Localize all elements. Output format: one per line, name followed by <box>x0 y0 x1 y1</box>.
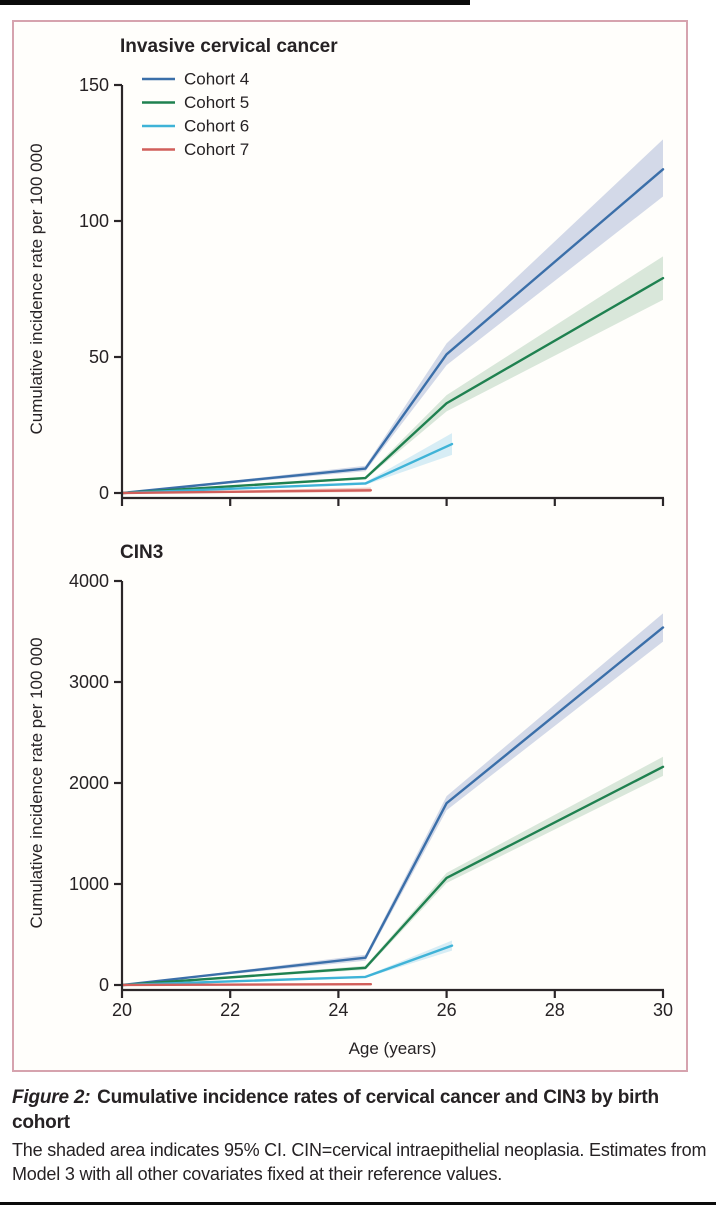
caption-title-text: Cumulative incidence rates of cervical c… <box>12 1087 659 1133</box>
y-tick-label: 0 <box>99 483 109 503</box>
y-tick-label: 50 <box>89 347 109 367</box>
x-axis-label: Age (years) <box>349 1039 437 1058</box>
series-line-cohort-4 <box>120 626 665 987</box>
x-tick-label: 24 <box>328 1000 348 1020</box>
chart-title: CIN3 <box>120 542 163 563</box>
caption-title: Figure 2: Cumulative incidence rates of c… <box>12 1086 710 1135</box>
series-line-cohort-7 <box>120 982 373 987</box>
chart-cin3: 0 1000 2000 3000 4000 20 22 24 26 28 30 CIN3 Cumulat… <box>27 542 673 1058</box>
x-tick-label: 26 <box>437 1000 457 1020</box>
series-line-cohort-5 <box>120 765 665 987</box>
y-tick-label: 150 <box>79 75 109 95</box>
y-tick-label: 2000 <box>69 773 109 793</box>
y-axis-label: Cumulative incidence rate per 100 000 <box>27 637 46 928</box>
series-line-cohort-7 <box>120 489 373 495</box>
y-tick-label: 0 <box>99 975 109 995</box>
chart-title: Invasive cervical cancer <box>120 36 338 57</box>
x-tick-label: 20 <box>112 1000 132 1020</box>
y-tick-label: 4000 <box>69 571 109 591</box>
legend-label-cohort-6: Cohort 6 <box>184 117 249 136</box>
top-rule-line <box>0 0 470 5</box>
series-line-cohort-5 <box>120 276 665 495</box>
x-tick-label: 22 <box>220 1000 240 1020</box>
y-tick-label: 100 <box>79 211 109 231</box>
legend-label-cohort-7: Cohort 7 <box>184 140 249 159</box>
legend-label-cohort-4: Cohort 4 <box>184 70 249 89</box>
legend-label-cohort-5: Cohort 5 <box>184 93 249 112</box>
caption-figure-number: Figure 2: <box>12 1087 91 1108</box>
figure-caption: Figure 2: Cumulative incidence rates of c… <box>12 1086 710 1187</box>
caption-body: The shaded area indicates 95% CI. CIN=ce… <box>12 1140 707 1185</box>
bottom-rule-line <box>0 1202 716 1205</box>
ci-band-cohort-4 <box>122 613 663 985</box>
y-axis-label: Cumulative incidence rate per 100 000 <box>27 143 46 434</box>
chart-invasive-cervical-cancer: 0 50 100 150 Invasive cervical cancer Cumulat… <box>27 36 665 506</box>
ci-band-cohort-5 <box>122 256 663 493</box>
ci-band-cohort-5 <box>122 756 663 985</box>
series-line-cohort-4 <box>120 168 665 495</box>
x-tick-label: 30 <box>653 1000 673 1020</box>
x-tick-label: 28 <box>545 1000 565 1020</box>
figure-border-box <box>12 20 688 1072</box>
series-line-cohort-6 <box>120 944 454 987</box>
y-tick-label: 1000 <box>69 874 109 894</box>
series-line-cohort-6 <box>120 442 454 495</box>
y-tick-label: 3000 <box>69 672 109 692</box>
